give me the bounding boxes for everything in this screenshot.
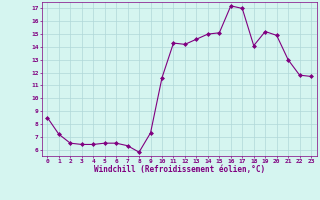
X-axis label: Windchill (Refroidissement éolien,°C): Windchill (Refroidissement éolien,°C) — [94, 165, 265, 174]
